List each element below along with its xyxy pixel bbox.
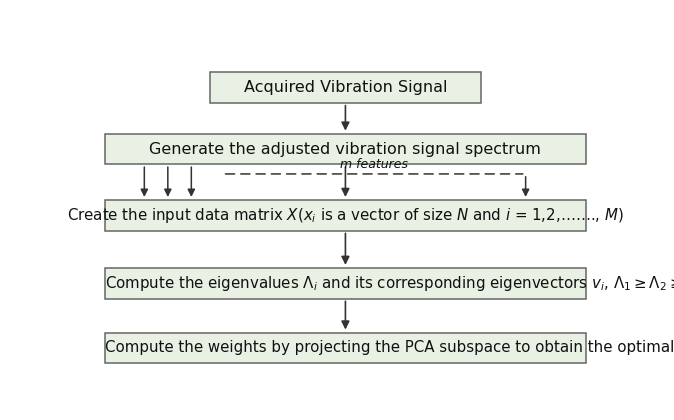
- FancyBboxPatch shape: [210, 72, 481, 103]
- FancyBboxPatch shape: [105, 268, 586, 299]
- Text: Compute the weights by projecting the PCA subspace to obtain the optimal feature: Compute the weights by projecting the PC…: [105, 341, 674, 355]
- Text: Acquired Vibration Signal: Acquired Vibration Signal: [244, 80, 447, 95]
- FancyBboxPatch shape: [105, 134, 586, 164]
- Text: m features: m features: [340, 158, 408, 171]
- FancyBboxPatch shape: [105, 333, 586, 363]
- Text: Create the input data matrix $X$($x_i$ is a vector of size $N$ and $i$ = 1,2,…….: Create the input data matrix $X$($x_i$ i…: [67, 206, 624, 225]
- Text: Generate the adjusted vibration signal spectrum: Generate the adjusted vibration signal s…: [150, 142, 541, 157]
- Text: Compute the eigenvalues $\mathit{\Lambda}_i$ and its corresponding eigenvectors : Compute the eigenvalues $\mathit{\Lambda…: [105, 274, 674, 293]
- FancyBboxPatch shape: [105, 200, 586, 231]
